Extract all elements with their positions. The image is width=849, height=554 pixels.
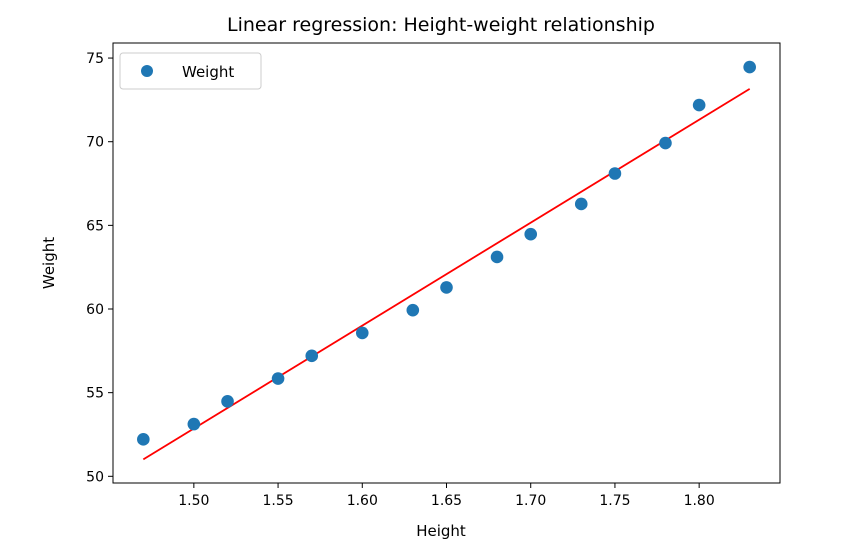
data-point <box>524 227 538 241</box>
data-point <box>743 60 756 74</box>
data-point <box>608 167 622 180</box>
x-axis: 1.50 1.55 1.60 1.65 1.70 1.75 1.80 <box>178 483 715 509</box>
data-point <box>490 250 504 264</box>
data-point <box>137 433 150 446</box>
data-point <box>440 281 453 294</box>
y-tick-label: 75 <box>86 51 104 67</box>
data-point <box>406 303 420 317</box>
data-point <box>305 349 319 363</box>
data-point <box>187 417 201 431</box>
legend-marker <box>141 65 153 77</box>
x-axis-label: Height <box>416 522 466 540</box>
legend-label: Weight <box>182 63 234 81</box>
data-point <box>355 326 369 340</box>
y-axis-label: Weight <box>40 237 58 289</box>
x-tick-label: 1.60 <box>347 493 378 509</box>
chart-title: Linear regression: Height-weight relatio… <box>227 14 655 36</box>
x-tick-label: 1.75 <box>599 493 630 509</box>
data-point <box>692 98 706 112</box>
data-point <box>574 197 588 211</box>
y-axis: 50 55 60 65 70 75 <box>86 51 113 485</box>
y-tick-label: 60 <box>86 302 104 318</box>
legend-box <box>119 52 262 90</box>
y-tick-label: 50 <box>86 469 104 485</box>
data-point <box>221 395 234 408</box>
regression-line <box>142 88 751 461</box>
plot-area <box>137 60 756 461</box>
x-tick-label: 1.55 <box>262 493 293 509</box>
x-tick-label: 1.80 <box>684 493 715 509</box>
x-tick-label: 1.70 <box>515 493 546 509</box>
x-tick-label: 1.65 <box>431 493 462 509</box>
x-tick-label: 1.50 <box>178 493 209 509</box>
data-point <box>659 136 672 150</box>
y-tick-label: 65 <box>86 218 104 234</box>
data-point <box>271 372 285 385</box>
legend: Weight <box>119 52 262 90</box>
y-tick-label: 55 <box>86 386 104 402</box>
y-tick-label: 70 <box>86 135 104 151</box>
